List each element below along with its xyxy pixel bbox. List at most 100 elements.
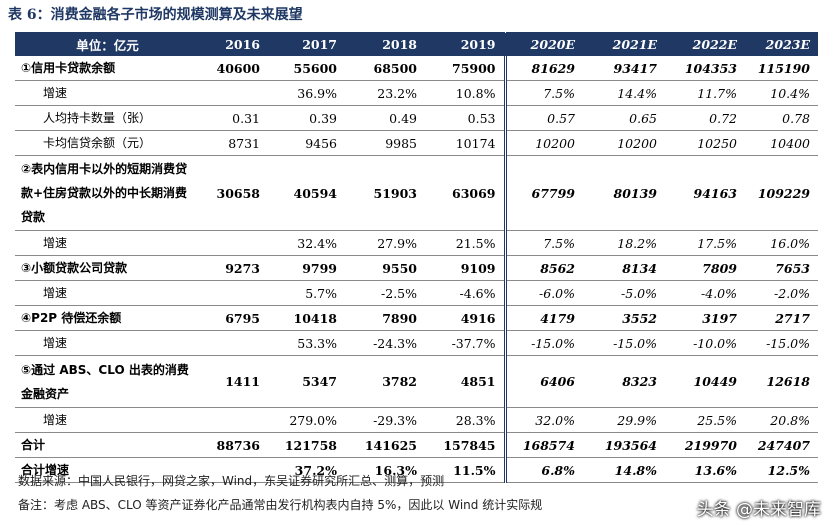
column-header: 2023E <box>745 32 818 56</box>
table-cell: 10174 <box>425 130 505 156</box>
table-cell: 0.78 <box>745 105 818 131</box>
table-cell: 30658 <box>200 155 268 231</box>
table-cell: 27.9% <box>345 230 425 256</box>
row-label: ③小额贷款公司贷款 <box>15 255 200 281</box>
row-label: 合计增速 <box>15 457 200 483</box>
table-title: 表 6：消费金融各子市场的规模测算及未来展望 <box>8 7 303 23</box>
table-cell: 0.57 <box>503 105 583 131</box>
table-cell: -15.0% <box>583 330 665 356</box>
table-cell: 7.5% <box>503 230 583 256</box>
table-cell: -15.0% <box>745 330 818 356</box>
table-cell: 219970 <box>665 432 745 458</box>
table-cell: 7653 <box>745 255 818 281</box>
table-cell: 3782 <box>345 355 425 408</box>
table-cell: 9273 <box>200 255 268 281</box>
table-row: ②表内信用卡以外的短期消费贷款+住房贷款以外的中长期消费贷款 30658 40594… <box>15 155 818 231</box>
table-cell: -10.0% <box>665 330 745 356</box>
table-row: 增速 53.3% -24.3% -37.7% -15.0% -15.0% -10.0% -15… <box>15 330 818 356</box>
table-cell: -15.0% <box>503 330 583 356</box>
table-cell: 10400 <box>745 130 818 156</box>
table-cell: 28.3% <box>425 407 505 433</box>
watermark: 头条 @未来智库 <box>696 500 821 520</box>
table-cell: 121758 <box>268 432 345 458</box>
table-cell: 247407 <box>745 432 818 458</box>
table-cell: 37.2% <box>268 457 345 483</box>
column-header: 2022E <box>665 32 745 56</box>
table-cell: 157845 <box>425 432 505 458</box>
column-header: 2016 <box>200 32 268 56</box>
table-cell: 32.0% <box>503 407 583 433</box>
table-cell: 6.8% <box>503 457 583 483</box>
table-cell: 11.5% <box>425 457 505 483</box>
table-row: 增速 36.9% 23.2% 10.8% 7.5% 14.4% 11.7% 10.4% <box>15 80 818 106</box>
table-cell: 88736 <box>200 432 268 458</box>
table-cell: 36.9% <box>268 80 345 106</box>
table-row: 卡均信贷余额（元） 8731 9456 9985 10174 10200 10200 1025… <box>15 130 818 156</box>
table-cell: 0.53 <box>425 105 505 131</box>
table-cell: 10200 <box>583 130 665 156</box>
table-cell: 109229 <box>745 155 818 231</box>
table-cell: 8731 <box>200 130 268 156</box>
table-cell: 0.65 <box>583 105 665 131</box>
row-label: ①信用卡贷款余额 <box>15 56 200 81</box>
row-label: 增速 <box>15 280 200 306</box>
table-cell: 7.5% <box>503 80 583 106</box>
source-note: 数据来源：中国人民银行，网贷之家，Wind，东吴证券研究所汇总、测算，预测 <box>18 474 445 488</box>
table-cell: 193564 <box>583 432 665 458</box>
row-label: ②表内信用卡以外的短期消费贷款+住房贷款以外的中长期消费贷款 <box>15 155 200 231</box>
table-cell: 18.2% <box>583 230 665 256</box>
table-row: ⑤通过 ABS、CLO 出表的消费金融资产 1411 5347 3782 4851 640… <box>15 355 818 408</box>
table-row: ③小额贷款公司贷款 9273 9799 9550 9109 8562 8134 7809 765… <box>15 255 818 281</box>
table-cell: 1411 <box>200 355 268 408</box>
table-cell: 6406 <box>503 355 583 408</box>
column-header: 单位：亿元 <box>15 32 200 56</box>
table-cell: 168574 <box>503 432 583 458</box>
row-label: 人均持卡数量（张） <box>15 105 200 131</box>
table-cell: 53.3% <box>268 330 345 356</box>
column-header: 2017 <box>268 32 345 56</box>
table-cell: 67799 <box>503 155 583 231</box>
table-cell: 12.5% <box>745 457 818 483</box>
table-cell: 16.3% <box>345 457 425 483</box>
table-cell: 55600 <box>268 56 345 81</box>
table-cell: 20.8% <box>745 407 818 433</box>
table-cell: -4.6% <box>425 280 505 306</box>
table-cell: 5347 <box>268 355 345 408</box>
table-cell: 68500 <box>345 56 425 81</box>
table-row: 增速 279.0% -29.3% 28.3% 32.0% 29.9% 25.5% 20.8% <box>15 407 818 433</box>
table-cell: 12618 <box>745 355 818 408</box>
table-cell: 94163 <box>665 155 745 231</box>
remark-note: 备注：考虑 ABS、CLO 等资产证券化产品通常由发行机构表内自持 5%，因此以… <box>18 498 543 512</box>
table-cell: 51903 <box>345 155 425 231</box>
table-row: ①信用卡贷款余额 40600 55600 68500 75900 81629 93417 10… <box>15 56 818 81</box>
table-cell: 7809 <box>665 255 745 281</box>
table-cell: 25.5% <box>665 407 745 433</box>
table-body: ①信用卡贷款余额 40600 55600 68500 75900 81629 93417 10… <box>15 56 818 483</box>
table-cell <box>200 80 268 106</box>
table-cell: 11.7% <box>665 80 745 106</box>
table-cell: 0.31 <box>200 105 268 131</box>
table-cell: 16.0% <box>745 230 818 256</box>
table-cell: 8562 <box>503 255 583 281</box>
row-label: ⑤通过 ABS、CLO 出表的消费金融资产 <box>15 355 200 408</box>
row-label: 增速 <box>15 80 200 106</box>
table-cell: 8323 <box>583 355 665 408</box>
table-cell: 4179 <box>503 305 583 331</box>
table-cell: -29.3% <box>345 407 425 433</box>
table-cell: 10200 <box>503 130 583 156</box>
table-cell <box>200 230 268 256</box>
table-cell: 5.7% <box>268 280 345 306</box>
table-cell: 4851 <box>425 355 505 408</box>
table-cell: 9456 <box>268 130 345 156</box>
column-header: 2019 <box>425 32 505 56</box>
table-cell: 141625 <box>345 432 425 458</box>
table-row: 增速 5.7% -2.5% -4.6% -6.0% -5.0% -4.0% -2.0% <box>15 280 818 306</box>
table-cell: 10.4% <box>745 80 818 106</box>
table-cell: 23.2% <box>345 80 425 106</box>
table-cell: -6.0% <box>503 280 583 306</box>
table-row: 合计 88736 121758 141625 157845 168574 193564 219… <box>15 432 818 458</box>
table-cell: 80139 <box>583 155 665 231</box>
table-row: ④P2P 待偿还余额 6795 10418 7890 4916 4179 3552 3197 2… <box>15 305 818 331</box>
table-cell <box>200 407 268 433</box>
